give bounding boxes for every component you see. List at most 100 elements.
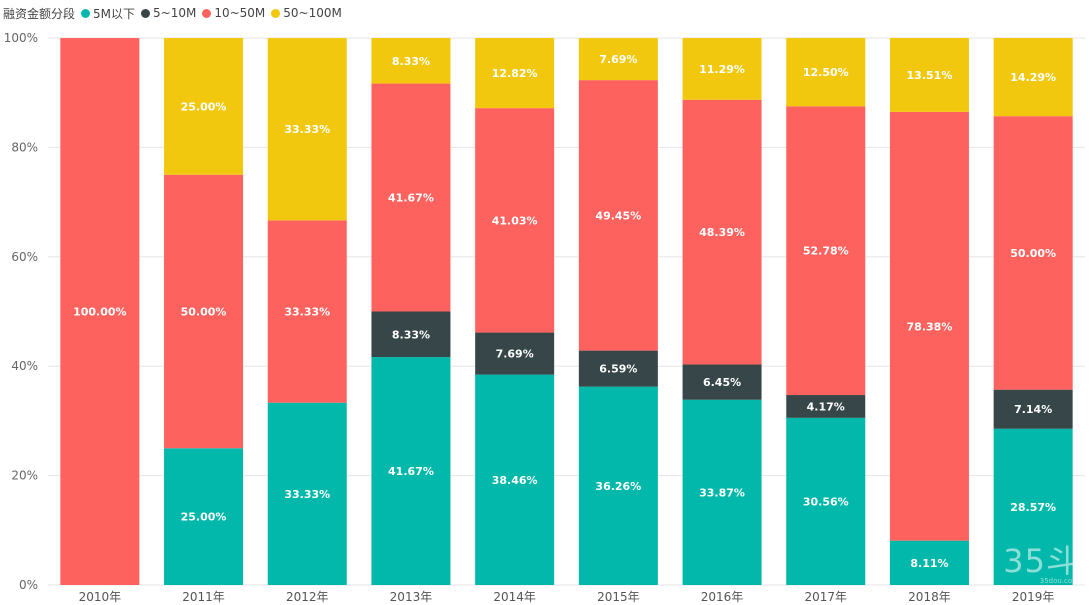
data-label: 14.29% — [1010, 71, 1056, 84]
bar-segment — [371, 83, 451, 312]
bar-segment — [993, 428, 1073, 585]
watermark-text: 35斗 — [1003, 542, 1079, 580]
data-label: 8.33% — [392, 55, 430, 68]
legend-label: 10~50M — [214, 6, 266, 20]
bar-segment — [371, 311, 451, 358]
data-label: 41.03% — [492, 214, 538, 227]
x-tick-label: 2010年 — [79, 590, 122, 604]
data-label: 33.33% — [284, 123, 330, 136]
legend-item-50-100m[interactable]: 50~100M — [271, 6, 342, 20]
data-label: 48.39% — [699, 226, 745, 239]
bar-segment — [682, 364, 762, 400]
data-label: 12.50% — [803, 66, 849, 79]
x-tick-label: 2014年 — [493, 590, 536, 604]
bar-segment — [993, 389, 1073, 429]
bar-segment — [993, 38, 1073, 117]
data-label: 7.69% — [496, 348, 534, 361]
y-tick-label: 60% — [11, 250, 38, 264]
data-label: 38.46% — [492, 474, 538, 487]
data-label: 7.69% — [599, 53, 637, 66]
bar-segment — [578, 350, 658, 387]
legend-label: 5~10M — [153, 6, 197, 20]
data-label: 6.45% — [703, 376, 741, 389]
bar-segment — [889, 38, 969, 112]
bar-segment — [164, 38, 244, 175]
y-tick-label: 100% — [4, 31, 38, 45]
data-label: 8.33% — [392, 328, 430, 341]
x-tick-label: 2013年 — [390, 590, 433, 604]
bar-segment — [60, 38, 140, 585]
data-label: 6.59% — [599, 363, 637, 376]
bar-segment — [475, 108, 555, 333]
data-label: 41.67% — [388, 192, 434, 205]
data-label: 13.51% — [907, 69, 953, 82]
bar-segment — [786, 417, 866, 585]
data-label: 8.11% — [910, 557, 948, 570]
bar-segment — [267, 38, 347, 221]
bar-segment — [267, 402, 347, 585]
x-tick-label: 2017年 — [804, 590, 847, 604]
legend-item-5m-below[interactable]: 5M以下 — [81, 5, 135, 22]
data-label: 11.29% — [699, 63, 745, 76]
bar-segment — [682, 38, 762, 100]
bar-segment — [889, 540, 969, 585]
bar-segment — [164, 174, 244, 449]
data-label: 33.33% — [284, 306, 330, 319]
legend-title: 融资金额分段 — [3, 6, 76, 21]
bar-segment — [786, 395, 866, 418]
bar-segment — [578, 80, 658, 351]
bar-segment — [371, 357, 451, 585]
watermark-url: 35dou.com — [1039, 577, 1079, 585]
bar-segment — [993, 116, 1073, 390]
data-label: 28.57% — [1010, 501, 1056, 514]
data-label: 33.87% — [699, 486, 745, 499]
bar-segment — [475, 38, 555, 109]
bar-segment — [889, 111, 969, 541]
legend-item-10-50m[interactable]: 10~50M — [202, 6, 265, 20]
bar-segment — [475, 374, 555, 585]
y-tick-label: 20% — [11, 469, 38, 483]
legend-dot-icon — [271, 8, 281, 18]
x-tick-label: 2019年 — [1012, 590, 1055, 604]
legend-dot-icon — [81, 8, 91, 18]
watermark-logo: 35斗 35dou.com — [1003, 545, 1079, 585]
bar-segment — [164, 448, 244, 585]
legend-item-5-10m[interactable]: 5~10M — [141, 6, 196, 20]
data-label: 25.00% — [181, 511, 227, 524]
bar-segment — [267, 220, 347, 403]
y-tick-label: 0% — [19, 578, 38, 592]
data-label: 100.00% — [73, 306, 126, 319]
data-label: 49.45% — [595, 209, 641, 222]
x-tick-label: 2012年 — [286, 590, 329, 604]
data-label: 30.56% — [803, 495, 849, 508]
data-label: 33.33% — [284, 488, 330, 501]
y-tick-label: 40% — [11, 359, 38, 373]
data-label: 12.82% — [492, 67, 538, 80]
bar-segment — [578, 386, 658, 585]
bar-segment — [682, 99, 762, 365]
x-tick-label: 2011年 — [182, 590, 225, 604]
legend-label: 5M以下 — [93, 6, 136, 21]
bar-segment — [786, 37, 866, 107]
legend-dot-icon — [202, 8, 212, 18]
legend-label: 50~100M — [283, 6, 342, 20]
bar-segment — [371, 38, 451, 84]
data-label: 36.26% — [595, 480, 641, 493]
bar-segment — [786, 106, 866, 396]
x-tick-label: 2016年 — [701, 590, 744, 604]
data-label: 41.67% — [388, 465, 434, 478]
bar-segment — [682, 399, 762, 585]
data-label: 25.00% — [181, 100, 227, 113]
x-tick-label: 2015年 — [597, 590, 640, 604]
bar-segment — [578, 38, 658, 81]
data-label: 50.00% — [1010, 247, 1056, 260]
data-label: 7.14% — [1014, 403, 1052, 416]
x-tick-label: 2018年 — [908, 590, 951, 604]
data-label: 4.17% — [807, 400, 845, 413]
data-label: 78.38% — [907, 320, 953, 333]
legend-dot-icon — [141, 8, 151, 18]
bar-segment — [475, 332, 555, 375]
y-tick-label: 80% — [11, 140, 38, 154]
data-label: 52.78% — [803, 245, 849, 258]
